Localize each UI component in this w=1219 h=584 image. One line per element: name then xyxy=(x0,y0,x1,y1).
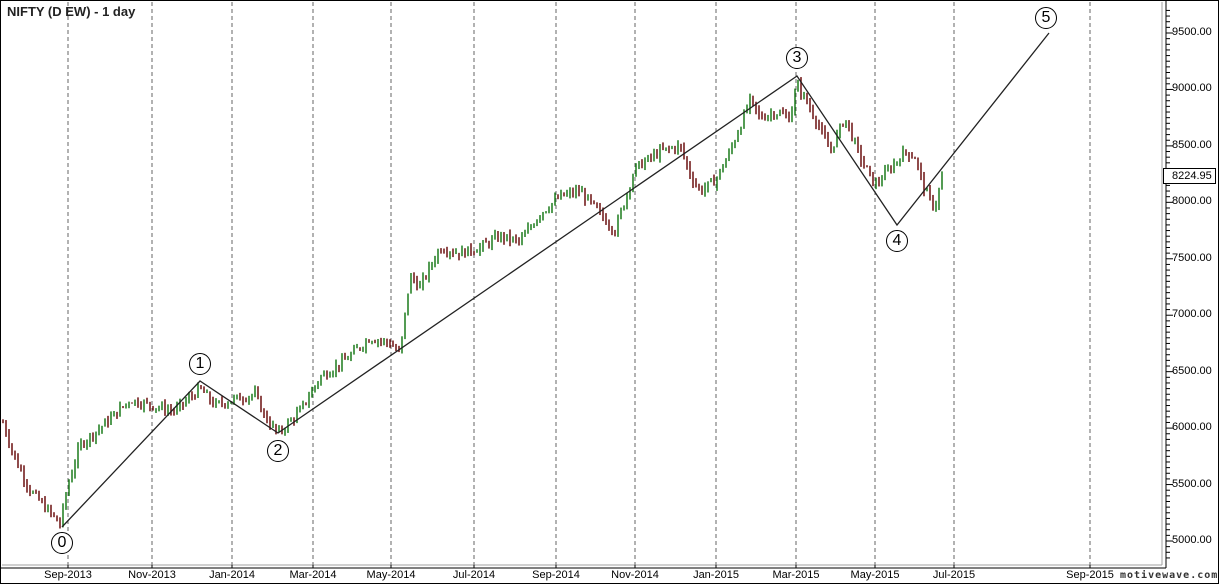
elliott-wave-line xyxy=(61,32,1050,528)
x-tick-label: Mar-2015 xyxy=(772,569,820,581)
x-tick-label: May-2015 xyxy=(850,569,900,581)
x-tick-label: Sep-2015 xyxy=(1066,569,1114,581)
y-tick-label: 5000.00 xyxy=(1172,534,1212,546)
y-tick-label: 9500.00 xyxy=(1172,26,1212,38)
x-tick-label: Jan-2014 xyxy=(209,569,255,581)
x-tick-label: Nov-2013 xyxy=(128,569,176,581)
y-tick-label: 6500.00 xyxy=(1172,364,1212,377)
wave-label-0: 0 xyxy=(51,532,73,554)
wave-label-5: 5 xyxy=(1035,7,1057,29)
y-tick-label: 9000.00 xyxy=(1172,82,1212,95)
y-tick-label: 5500.00 xyxy=(1172,477,1212,490)
chart-title: NIFTY (D EW) - 1 day xyxy=(7,4,136,19)
y-tick-label: 7500.00 xyxy=(1172,251,1212,264)
x-tick-label: Jan-2015 xyxy=(693,569,739,581)
x-tick-label: Sep-2014 xyxy=(532,569,580,581)
wave-label-1: 1 xyxy=(189,353,211,375)
y-tick-label: 8500.00 xyxy=(1172,138,1212,151)
x-tick-label: Nov-2014 xyxy=(611,569,659,581)
x-tick-label: Mar-2014 xyxy=(289,569,337,581)
x-tick-label: May-2014 xyxy=(366,569,416,581)
wave-label-2: 2 xyxy=(267,440,289,462)
x-tick-label: Jul-2015 xyxy=(932,569,976,581)
y-tick-label: 7000.00 xyxy=(1172,308,1212,321)
x-tick-label: Sep-2013 xyxy=(44,569,92,581)
watermark: motivewave.com xyxy=(1120,570,1219,581)
y-tick-label: 6000.00 xyxy=(1172,421,1212,434)
x-tick-label: Jul-2014 xyxy=(452,569,496,581)
wave-label-4: 4 xyxy=(886,230,908,252)
last-price-tag: 8224.95 xyxy=(1163,168,1216,184)
wave-label-3: 3 xyxy=(786,47,808,69)
y-tick-label: 8000.00 xyxy=(1172,195,1212,208)
